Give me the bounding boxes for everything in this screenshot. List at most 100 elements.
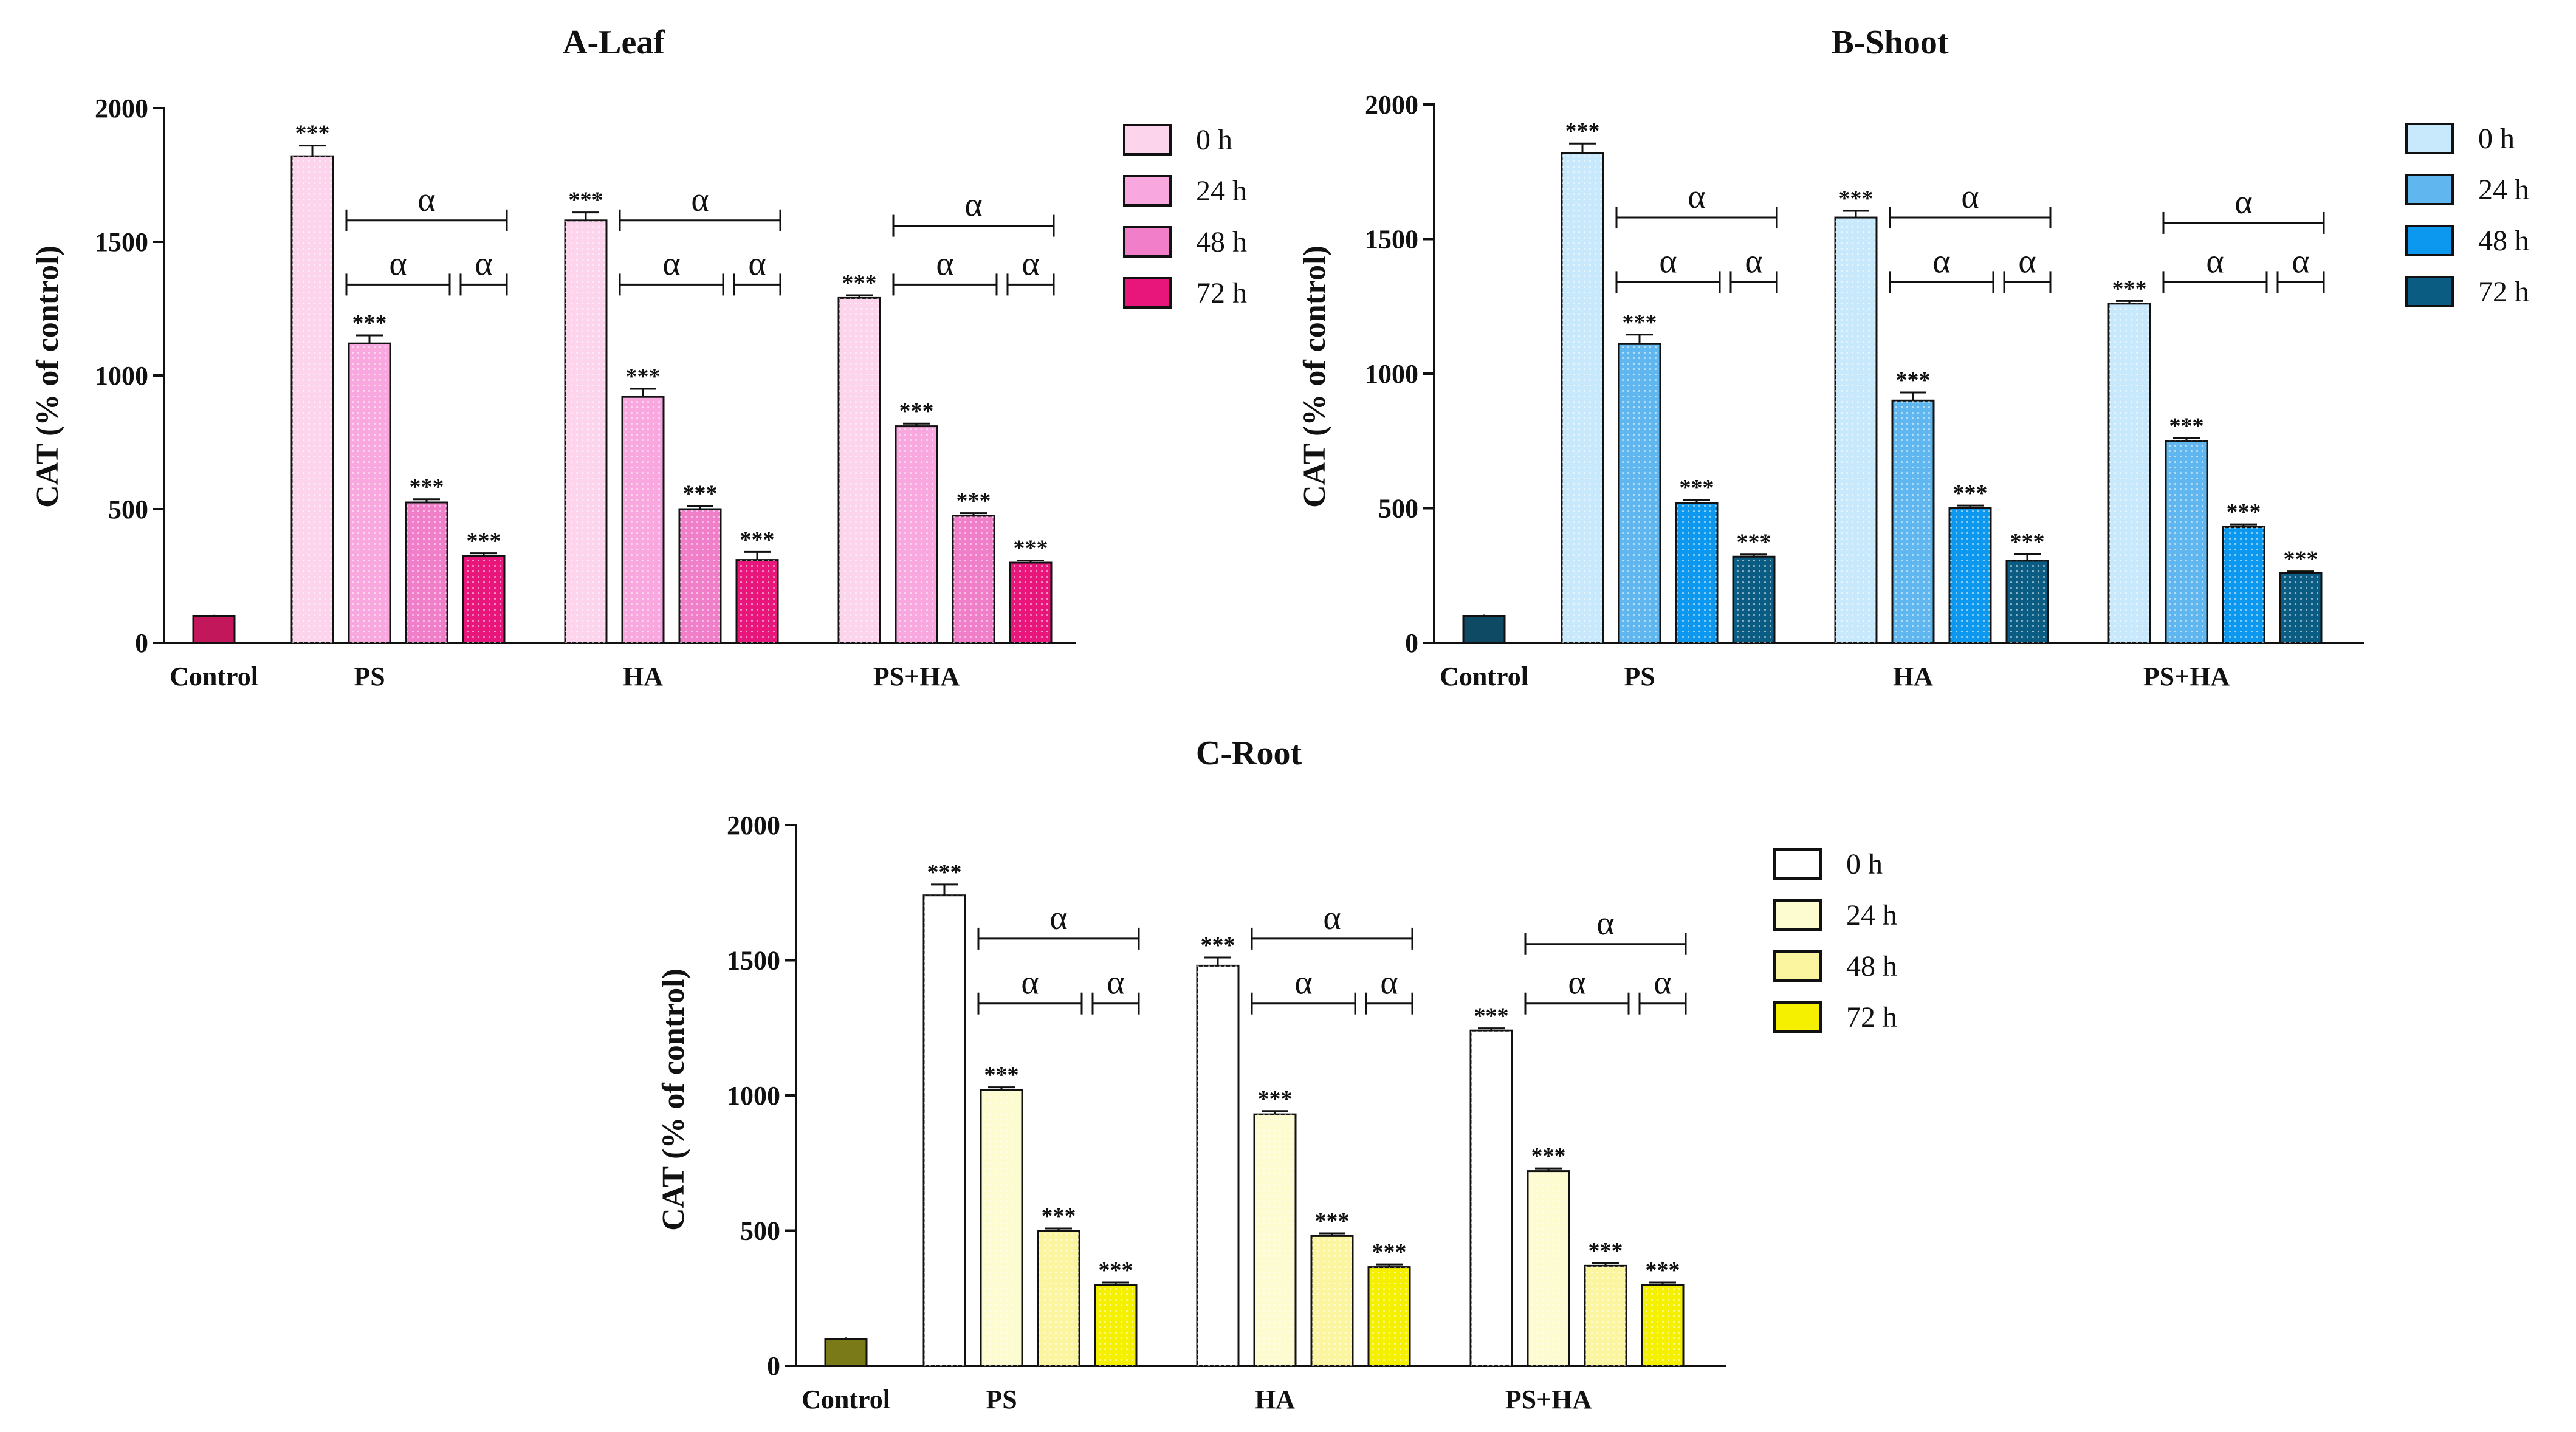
significance-alpha: α	[2206, 242, 2224, 280]
data-label-significance: ***	[569, 188, 603, 213]
bar-texture	[1010, 563, 1051, 643]
legend-swatch	[1773, 1001, 1822, 1033]
significance-alpha: α	[1294, 964, 1312, 1002]
bar-texture	[1038, 1230, 1079, 1366]
legend-entry: 72 h	[1846, 1001, 1897, 1033]
legend-entry: 24 h	[2478, 174, 2529, 206]
data-label-significance: ***	[1589, 1238, 1623, 1264]
x-category-label: HA	[1893, 662, 1933, 691]
bar-texture	[1619, 344, 1660, 643]
x-category-label: PS+HA	[1505, 1385, 1592, 1414]
data-label-significance: ***	[1896, 368, 1931, 393]
significance-alpha: α	[1568, 964, 1585, 1002]
data-label-significance: ***	[1953, 481, 1988, 506]
x-category-label: PS+HA	[873, 662, 960, 691]
legend-entry: 0 h	[1846, 848, 1883, 880]
data-label-significance: ***	[1839, 186, 1874, 211]
bar-texture	[406, 502, 447, 643]
bar-texture	[463, 556, 504, 643]
data-label-significance: ***	[1201, 933, 1235, 958]
x-category-label: PS	[986, 1385, 1017, 1414]
bar-texture	[2109, 303, 2150, 643]
legend-swatch	[2405, 123, 2454, 154]
data-label-significance: ***	[410, 474, 444, 500]
y-tick-label: 0	[1405, 628, 1418, 658]
data-label-significance: ***	[1680, 475, 1714, 501]
significance-alpha: α	[1932, 242, 1950, 280]
significance-alpha: α	[2234, 183, 2252, 221]
significance-alpha: α	[389, 245, 407, 283]
data-label-significance: ***	[352, 310, 387, 336]
significance-alpha: α	[1380, 964, 1398, 1002]
data-label-significance: ***	[1474, 1004, 1509, 1029]
y-tick-label: 500	[108, 495, 148, 524]
significance-alpha: α	[2018, 242, 2036, 280]
bar-texture	[1095, 1284, 1136, 1366]
bar-texture	[981, 1090, 1022, 1366]
significance-alpha: α	[1022, 245, 1039, 283]
bar-control	[192, 615, 236, 644]
y-tick-label: 0	[135, 628, 148, 658]
bar-texture	[1835, 218, 1877, 643]
data-label-significance: ***	[740, 527, 775, 552]
legend-swatch	[1773, 950, 1822, 982]
bar-texture	[1892, 400, 1934, 643]
chart-panel-c-root: C-Root CAT (% of control) 0 500 1000 1500 2000…	[656, 735, 1897, 1414]
bar-texture	[565, 220, 606, 643]
bar-texture	[737, 560, 778, 643]
data-label-significance: ***	[1646, 1258, 1680, 1283]
bar-control	[1462, 615, 1506, 644]
bar-texture	[1676, 502, 1717, 643]
bar-texture	[1311, 1236, 1353, 1366]
significance-alpha: α	[1654, 964, 1671, 1002]
legend-swatch	[1123, 124, 1172, 156]
bar-texture	[349, 343, 390, 643]
significance-alpha: α	[964, 187, 982, 224]
bar-texture	[1642, 1284, 1683, 1366]
significance-alpha: α	[936, 245, 953, 283]
bar-texture	[2166, 440, 2207, 643]
y-axis-label: CAT (% of control)	[1297, 245, 1332, 508]
significance-alpha: α	[1021, 964, 1039, 1002]
y-tick-label: 1000	[95, 361, 148, 391]
bar-texture	[1471, 1030, 1512, 1366]
bar-texture	[622, 397, 664, 643]
legend-swatch	[2405, 225, 2454, 256]
y-tick-label: 500	[740, 1216, 780, 1246]
significance-alpha: α	[2292, 242, 2309, 280]
x-category-label: HA	[623, 662, 663, 691]
panel-title: A-Leaf	[563, 24, 665, 61]
panel-title: B-Shoot	[1832, 24, 1949, 61]
legend-entry: 24 h	[1846, 899, 1897, 931]
y-tick-label: 1000	[727, 1081, 780, 1111]
data-label-significance: ***	[626, 364, 661, 389]
significance-alpha: α	[748, 245, 766, 283]
bar-texture	[953, 516, 994, 643]
panel-title: C-Root	[1196, 735, 1302, 772]
y-axis-label: CAT (% of control)	[656, 968, 691, 1231]
significance-alpha: α	[1745, 242, 1762, 280]
data-label-significance: ***	[1737, 530, 1771, 555]
y-tick-label: 1500	[1365, 225, 1418, 255]
x-category-label: PS+HA	[2143, 662, 2230, 691]
legend-entry: 48 h	[1196, 226, 1247, 258]
bar-texture	[924, 895, 965, 1366]
data-label-significance: ***	[927, 860, 962, 885]
x-category-label: PS	[354, 662, 385, 691]
data-label-significance: ***	[984, 1063, 1019, 1088]
data-label-significance: ***	[1042, 1204, 1076, 1229]
data-label-significance: ***	[2112, 276, 2147, 301]
bar-texture	[2223, 527, 2264, 643]
data-label-significance: ***	[899, 399, 934, 424]
x-category-label: Control	[802, 1385, 890, 1414]
data-label-significance: ***	[957, 488, 991, 514]
bar-texture	[839, 298, 880, 643]
legend-entry: 24 h	[1196, 175, 1247, 207]
legend-entry: 48 h	[1846, 950, 1897, 982]
data-label-significance: ***	[295, 121, 330, 146]
y-tick-label: 2000	[1365, 90, 1418, 120]
y-tick-label: 500	[1378, 494, 1418, 524]
bar-texture	[1562, 152, 1603, 643]
legend-entry: 0 h	[1196, 124, 1232, 156]
